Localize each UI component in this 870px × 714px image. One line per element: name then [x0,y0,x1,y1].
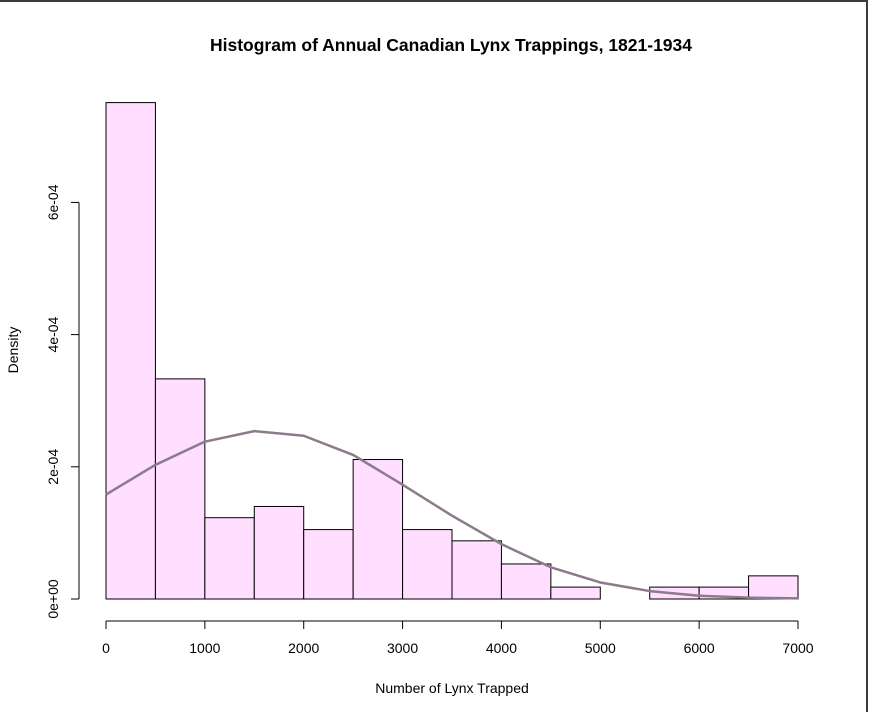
x-tick-label-1: 1000 [189,640,220,656]
x-tick-label-0: 0 [102,640,110,656]
histogram-bar-3 [253,505,305,600]
histogram-bar-0 [105,102,156,600]
histogram-bar-7 [451,540,502,600]
x-tick-label-5: 5000 [585,640,616,656]
x-tick-label-7: 7000 [782,640,813,656]
x-axis: 0 1000 2000 3000 4000 5000 6000 7000 [102,620,814,656]
x-tick-label-2: 2000 [288,640,319,656]
y-tick-label-1: 2e-04 [45,449,61,485]
histogram-bar-4 [303,529,354,600]
histogram-bar-9 [550,586,601,600]
histogram-bar-2 [204,517,255,600]
histogram-bars [105,102,799,600]
y-tick-label-0: 0e+00 [45,579,61,619]
histogram-bar-5 [352,459,404,600]
y-axis-label: Density [5,327,21,374]
chart-title: Histogram of Annual Canadian Lynx Trappi… [210,35,692,55]
histogram-bar-6 [402,529,453,600]
x-tick-label-3: 3000 [387,640,418,656]
x-tick-label-4: 4000 [486,640,517,656]
histogram-bar-13 [748,575,799,600]
y-tick-label-3: 6e-04 [45,184,61,220]
density-curve [105,429,799,600]
histogram-bar-8 [500,563,552,600]
y-axis: 0e+00 2e-04 4e-04 6e-04 [45,184,80,619]
x-axis-label: Number of Lynx Trapped [375,680,529,696]
histogram-bar-1 [154,378,206,600]
y-tick-label-2: 4e-04 [45,316,61,352]
x-tick-label-6: 6000 [684,640,715,656]
